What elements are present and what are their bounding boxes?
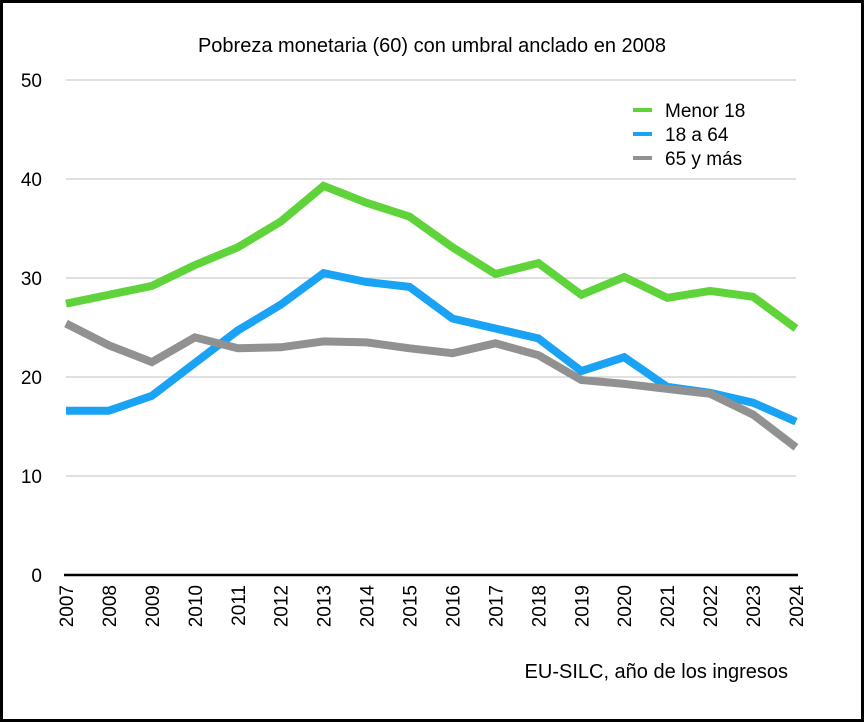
x-tick-label: 2008 xyxy=(100,585,121,627)
x-tick-label: 2022 xyxy=(701,585,722,627)
x-tick-label: 2012 xyxy=(272,585,293,627)
x-axis-label: EU-SILC, año de los ingresos xyxy=(525,661,788,683)
y-tick-label: 50 xyxy=(21,71,42,92)
x-tick-label: 2015 xyxy=(401,585,422,627)
x-tick-label: 2024 xyxy=(787,585,808,628)
x-tick-label: 2011 xyxy=(229,585,250,626)
series-line-2 xyxy=(64,319,799,451)
legend-label: 65 y más xyxy=(665,149,742,170)
x-tick-label: 2016 xyxy=(443,585,464,627)
chart-title: Pobreza monetaria (60) con umbral anclad… xyxy=(198,35,666,57)
x-tick-label: 2019 xyxy=(572,585,593,627)
y-tick-label: 20 xyxy=(21,368,42,389)
x-tick-label: 2009 xyxy=(143,585,164,627)
legend-label: Menor 18 xyxy=(665,101,745,122)
x-tick-label: 2014 xyxy=(358,585,379,628)
x-tick-label: 2021 xyxy=(658,585,679,627)
x-tick-label: 2017 xyxy=(486,585,507,627)
y-axis-ticks: 0 10 20 30 40 50 xyxy=(21,71,42,587)
x-tick-label: 2013 xyxy=(315,585,336,627)
y-tick-label: 0 xyxy=(31,566,42,587)
y-tick-label: 30 xyxy=(21,269,42,290)
y-tick-label: 10 xyxy=(21,467,42,488)
x-tick-label: 2023 xyxy=(744,585,765,627)
series-lines xyxy=(64,181,799,451)
y-tick-label: 40 xyxy=(21,170,42,191)
x-tick-label: 2007 xyxy=(57,585,78,627)
x-tick-label: 2018 xyxy=(529,585,550,627)
series-line-0 xyxy=(65,181,799,332)
x-axis-ticks: 2007 2008 2009 2010 2011 2012 2013 2014 2015 2016… xyxy=(57,585,808,628)
x-tick-label: 2020 xyxy=(615,585,636,627)
x-tick-label: 2010 xyxy=(186,585,207,627)
legend: Menor 18 18 a 64 65 y más xyxy=(633,101,745,170)
legend-label: 18 a 64 xyxy=(665,125,729,146)
gridlines xyxy=(66,79,796,477)
